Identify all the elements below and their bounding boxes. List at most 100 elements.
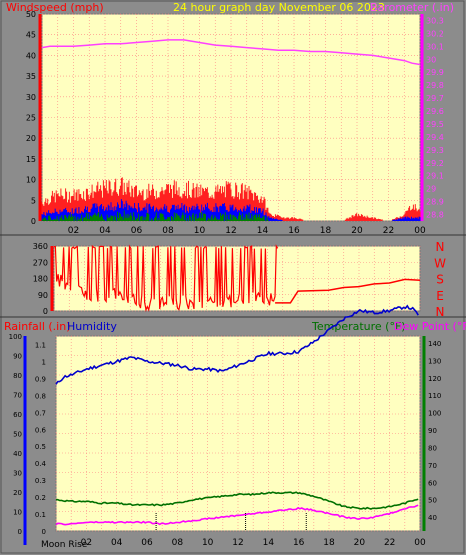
x-tick-label: 14 [257, 226, 269, 236]
humidity-tick: 50 [13, 431, 22, 439]
temperature-tick: 120 [428, 375, 441, 383]
wind-direction-noisy-line [54, 244, 279, 313]
temperature-tick: 100 [428, 410, 441, 418]
temp-gridlines [55, 335, 421, 532]
barometer-tick: 28.8 [426, 211, 444, 220]
barometer-tick: 29.8 [426, 81, 444, 90]
barometer-tick: 30.1 [426, 42, 444, 51]
windspeed-tick: 5 [31, 196, 36, 205]
rainfall-tick: 0.9 [35, 375, 46, 383]
x-tick-label: 20 [351, 226, 363, 236]
humidity-tick: 60 [13, 411, 22, 419]
barometer-tick: 29.4 [426, 133, 444, 142]
temperature-tick: 70 [428, 462, 437, 470]
windspeed-axis-title: Windspeed (mph) [6, 1, 104, 14]
rainfall-tick: 0.2 [35, 494, 46, 502]
rainfall-axis-title: Rainfall (.in) [4, 320, 71, 333]
temperature-axis-title: Temperature (°F) [311, 320, 406, 333]
temp-humidity-panel: Rainfall (.in) Humidity Temperature (°F)… [4, 304, 466, 550]
direction-tick: 360 [33, 242, 48, 251]
temp-humidity-series [55, 304, 419, 526]
barometer-tick: 29.7 [426, 94, 444, 103]
temperature-tick-labels: 40 50 60 70 80 90 100 110 120 130 140 [428, 340, 441, 522]
direction-tick-labels: 0 90 180 270 360 [33, 242, 48, 316]
barometer-tick: 30.3 [426, 16, 444, 25]
temperature-tick: 130 [428, 357, 441, 365]
temperature-tick: 140 [428, 340, 441, 348]
humidity-tick: 10 [13, 509, 22, 517]
windspeed-tick: 45 [26, 31, 36, 40]
humidity-tick: 20 [13, 489, 22, 497]
temperature-tick: 50 [428, 497, 437, 505]
barometer-tick: 29.6 [426, 107, 444, 116]
humidity-tick-labels: 0 10 20 30 40 50 60 70 80 90 100 [9, 333, 22, 536]
windspeed-low-bars [41, 210, 269, 221]
direction-tick: 270 [33, 258, 48, 267]
humidity-tick: 40 [13, 450, 22, 458]
x-tick-label: 04 [99, 226, 111, 236]
x-tick-label: 12 [232, 538, 243, 548]
barometer-tick: 29 [426, 185, 436, 194]
x-tick-label: 16 [288, 226, 300, 236]
windspeed-tick: 0 [31, 217, 36, 226]
humidity-line [55, 304, 419, 385]
barometer-axis-title: Barometer (.in) [370, 1, 454, 14]
wind-direction-line [275, 278, 421, 304]
x-tick-label: 20 [354, 538, 366, 548]
windspeed-tick: 20 [26, 134, 36, 143]
direction-tick: 180 [33, 275, 48, 284]
x-tick-label: 08 [162, 226, 174, 236]
moon-markers [155, 513, 307, 531]
compass-label: E [436, 289, 444, 303]
x-tick-label: 16 [293, 538, 305, 548]
rainfall-tick: 0.6 [35, 426, 47, 434]
wind-x-tick-labels: 02 04 06 08 10 12 14 16 18 20 22 00 [68, 226, 426, 236]
compass-label: N [436, 305, 445, 319]
x-tick-label: 12 [225, 226, 236, 236]
x-tick-label: 18 [323, 538, 335, 548]
dewpoint-line [55, 504, 419, 526]
x-tick-label: 06 [131, 226, 143, 236]
temp-x-tick-labels: 02 04 06 08 10 12 14 16 18 20 22 00 [81, 538, 426, 548]
x-tick-label: 22 [383, 226, 394, 236]
humidity-tick: 90 [13, 353, 22, 361]
barometer-tick: 28.9 [426, 198, 444, 207]
barometer-tick: 29.9 [426, 68, 444, 77]
windspeed-tick: 40 [26, 51, 36, 60]
windspeed-tick: 50 [26, 10, 36, 19]
barometer-series [41, 39, 421, 66]
humidity-tick: 100 [9, 333, 22, 341]
barometer-tick: 29.5 [426, 120, 444, 129]
x-tick-label: 02 [68, 226, 79, 236]
rainfall-tick: 0.7 [35, 409, 46, 417]
temperature-tick: 80 [428, 444, 437, 452]
x-tick-label: 10 [202, 538, 214, 548]
rainfall-tick-labels: 0 0.1 0.2 0.3 0.4 0.5 0.6 0.7 0.8 0.9 1 1.1 [35, 341, 47, 536]
barometer-tick: 29.3 [426, 146, 444, 155]
temperature-tick: 90 [428, 427, 437, 435]
x-tick-label: 08 [172, 538, 184, 548]
windspeed-series [41, 177, 421, 221]
rainfall-tick: 0.8 [35, 392, 46, 400]
rainfall-tick: 1.1 [35, 341, 46, 349]
rainfall-tick: 0.1 [35, 511, 46, 519]
barometer-tick: 29.1 [426, 172, 444, 181]
temperature-tick: 40 [428, 514, 437, 522]
barometer-line [41, 39, 421, 66]
direction-gridlines [53, 245, 421, 312]
humidity-tick: 0 [18, 528, 22, 536]
wind-direction-series [54, 244, 421, 313]
x-tick-label: 18 [320, 226, 332, 236]
direction-tick: 0 [43, 307, 48, 316]
compass-label: N [436, 240, 445, 254]
rainfall-tick: 0.5 [35, 443, 46, 451]
temperature-line [56, 491, 419, 510]
compass-label: W [434, 256, 446, 270]
x-tick-label: 00 [414, 538, 426, 548]
humidity-tick: 30 [13, 470, 22, 478]
x-tick-label: 02 [81, 538, 92, 548]
